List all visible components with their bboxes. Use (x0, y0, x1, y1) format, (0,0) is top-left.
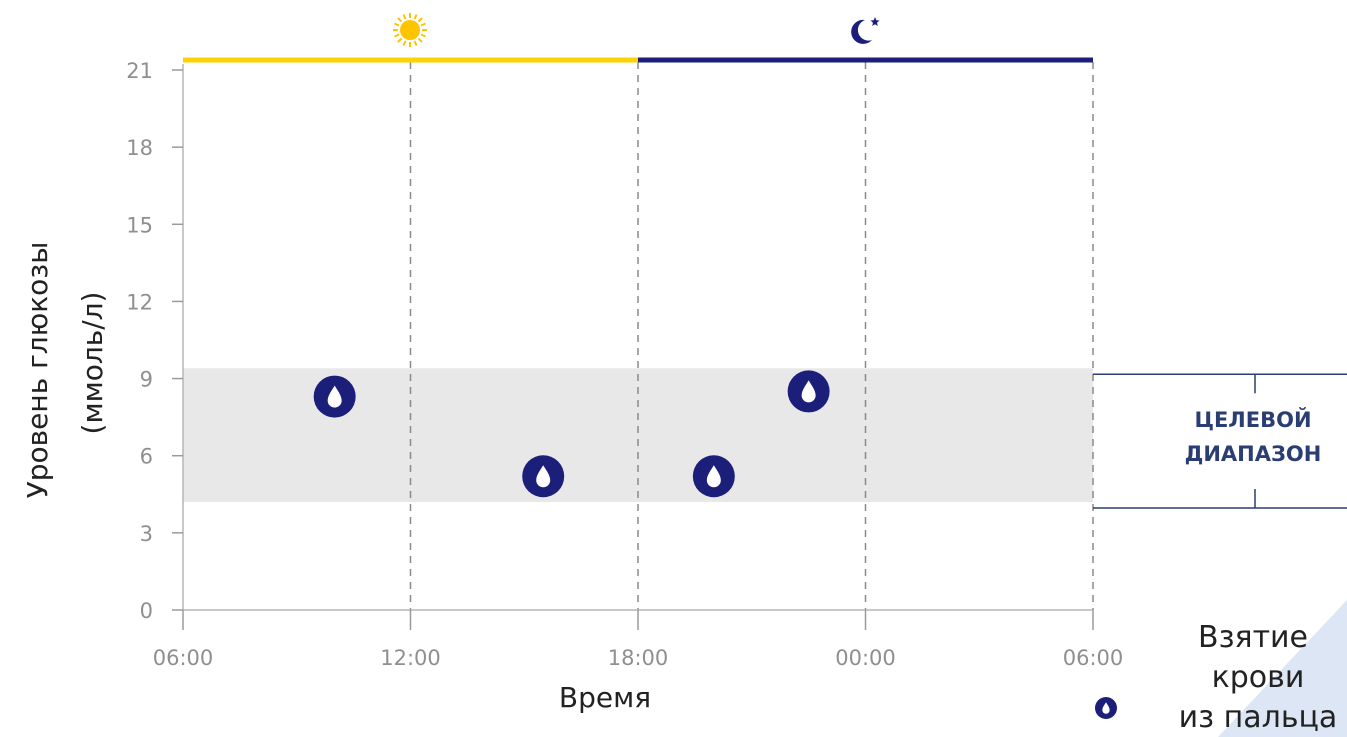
legend-blood-drop-icon (1095, 697, 1117, 719)
x-tick-label: 06:00 (1063, 646, 1124, 670)
x-tick-label: 18:00 (608, 646, 669, 670)
y-tick-label: 15 (126, 213, 153, 237)
blood-drop-marker (692, 455, 735, 498)
legend-label-line1: Взятие (1198, 620, 1308, 655)
target-range-bracket (1093, 373, 1347, 509)
y-tick-label: 21 (126, 59, 153, 83)
blood-drop-marker (313, 375, 356, 418)
blood-drop-marker (522, 455, 565, 498)
y-tick-label: 0 (140, 599, 153, 623)
x-tick-label: 00:00 (835, 646, 896, 670)
x-axis-title: Время (559, 681, 651, 714)
legend: Взятие крови из пальца (1095, 620, 1337, 735)
legend-drop-glyph (1095, 697, 1117, 719)
y-tick-labels: 0 3 6 9 12 15 18 21 (126, 59, 183, 623)
blood-drop-marker (787, 370, 830, 413)
y-tick-label: 12 (126, 290, 153, 314)
target-range-label-line1: ЦЕЛЕВОЙ (1194, 407, 1311, 432)
y-tick-label: 3 (140, 522, 153, 546)
y-tick-label: 9 (140, 368, 153, 392)
y-tick-label: 18 (126, 136, 153, 160)
x-tick-label: 12:00 (380, 646, 441, 670)
corner-accent (1218, 600, 1347, 737)
y-axis-title-line1: Уровень глюкозы (21, 242, 54, 499)
blood-drop-markers (313, 370, 830, 498)
grid-lines (409, 62, 1094, 610)
y-tick-label: 6 (140, 445, 153, 469)
legend-label-line2: крови (1212, 660, 1305, 695)
x-tick-labels: 06:00 12:00 18:00 00:00 06:00 (153, 610, 1124, 670)
x-tick-label: 06:00 (153, 646, 214, 670)
legend-label-line3: из пальца (1179, 700, 1338, 735)
target-range-label-line2: ДИАПАЗОН (1185, 442, 1322, 466)
y-axis-title-line2: (ммоль/л) (76, 292, 109, 435)
moon-icon (851, 17, 880, 44)
sun-icon (393, 13, 427, 47)
